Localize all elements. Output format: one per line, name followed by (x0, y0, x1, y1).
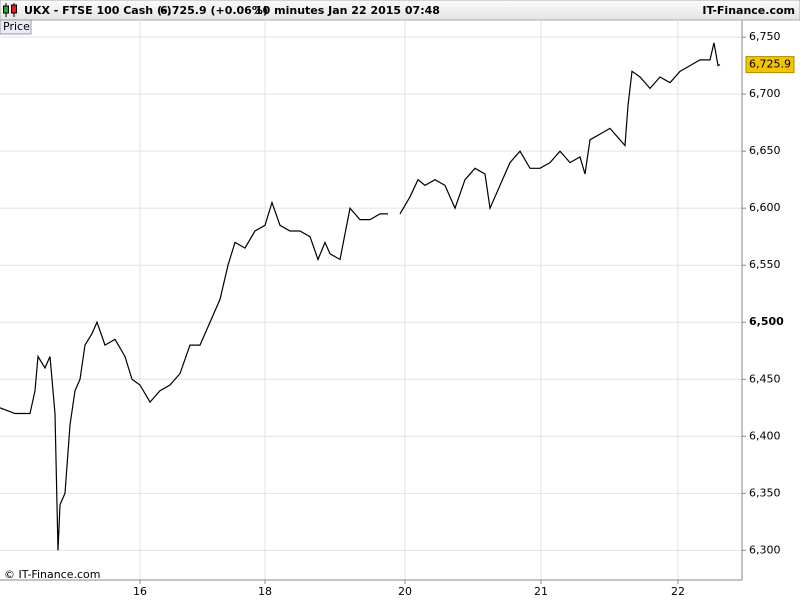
y-tick-label: 6,700 (749, 87, 781, 100)
quote: 6,725.9 (+0.06%) (160, 4, 268, 17)
panel-label: Price (3, 20, 30, 33)
last-price-box (745, 56, 795, 74)
x-tick-label: 21 (534, 585, 548, 598)
y-tick-label: 6,550 (749, 258, 781, 271)
header-bar (0, 0, 800, 21)
y-tick-label: 6,400 (749, 429, 781, 442)
x-tick-label: 22 (671, 585, 685, 598)
y-tick-label: 6,350 (749, 486, 781, 499)
interval: 10 minutes Jan 22 2015 07:48 (255, 4, 440, 17)
x-tick-label: 16 (133, 585, 147, 598)
y-tick-label: 6,300 (749, 543, 781, 556)
y-tick-label: 6,450 (749, 372, 781, 385)
last-price-label: 6,725.9 (749, 58, 791, 71)
copyright: © IT-Finance.com (4, 568, 101, 581)
x-tick-label: 20 (398, 585, 412, 598)
y-tick-label: 6,650 (749, 144, 781, 157)
y-tick-label: 6,600 (749, 201, 781, 214)
price-line (0, 42, 721, 551)
panel-label-box (0, 19, 32, 35)
source: IT-Finance.com (702, 4, 795, 17)
y-tick-label: 6,750 (749, 30, 781, 43)
x-tick-label: 18 (258, 585, 272, 598)
symbol: UKX - FTSE 100 Cash (-) (24, 4, 172, 17)
candle-icon (3, 3, 17, 17)
y-tick-label: 6,500 (749, 315, 784, 328)
